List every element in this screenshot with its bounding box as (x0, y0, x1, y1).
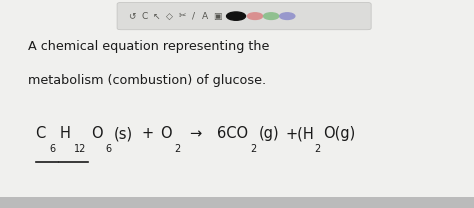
Text: →: → (190, 126, 202, 141)
Text: O(g): O(g) (323, 126, 355, 141)
Text: ↖: ↖ (153, 12, 160, 21)
Text: ▣: ▣ (213, 12, 221, 21)
Text: C: C (36, 126, 46, 141)
FancyBboxPatch shape (117, 2, 371, 30)
Text: 2: 2 (250, 145, 256, 155)
Circle shape (264, 13, 279, 20)
Text: ↺: ↺ (128, 12, 136, 21)
Text: O: O (91, 126, 103, 141)
Circle shape (227, 12, 246, 20)
Text: H: H (59, 126, 70, 141)
Circle shape (247, 13, 263, 20)
Text: 6: 6 (105, 145, 111, 155)
Text: 6: 6 (50, 145, 56, 155)
Text: 2: 2 (174, 145, 181, 155)
Text: (g): (g) (259, 126, 280, 141)
Bar (0, 197, 474, 208)
Circle shape (280, 13, 295, 20)
Text: 12: 12 (74, 145, 87, 155)
Text: metabolism (combustion) of glucose.: metabolism (combustion) of glucose. (28, 74, 266, 87)
Text: +: + (141, 126, 154, 141)
Text: +(H: +(H (286, 126, 315, 141)
Text: ◇: ◇ (166, 12, 173, 21)
Text: O: O (160, 126, 172, 141)
Text: A: A (202, 12, 208, 21)
Text: 2: 2 (314, 145, 320, 155)
Text: A chemical equation representing the: A chemical equation representing the (28, 40, 270, 53)
Text: C: C (141, 12, 148, 21)
Text: /: / (192, 12, 195, 21)
Text: ✂: ✂ (179, 12, 186, 21)
Text: 6CO: 6CO (217, 126, 248, 141)
Text: (s): (s) (114, 126, 133, 141)
